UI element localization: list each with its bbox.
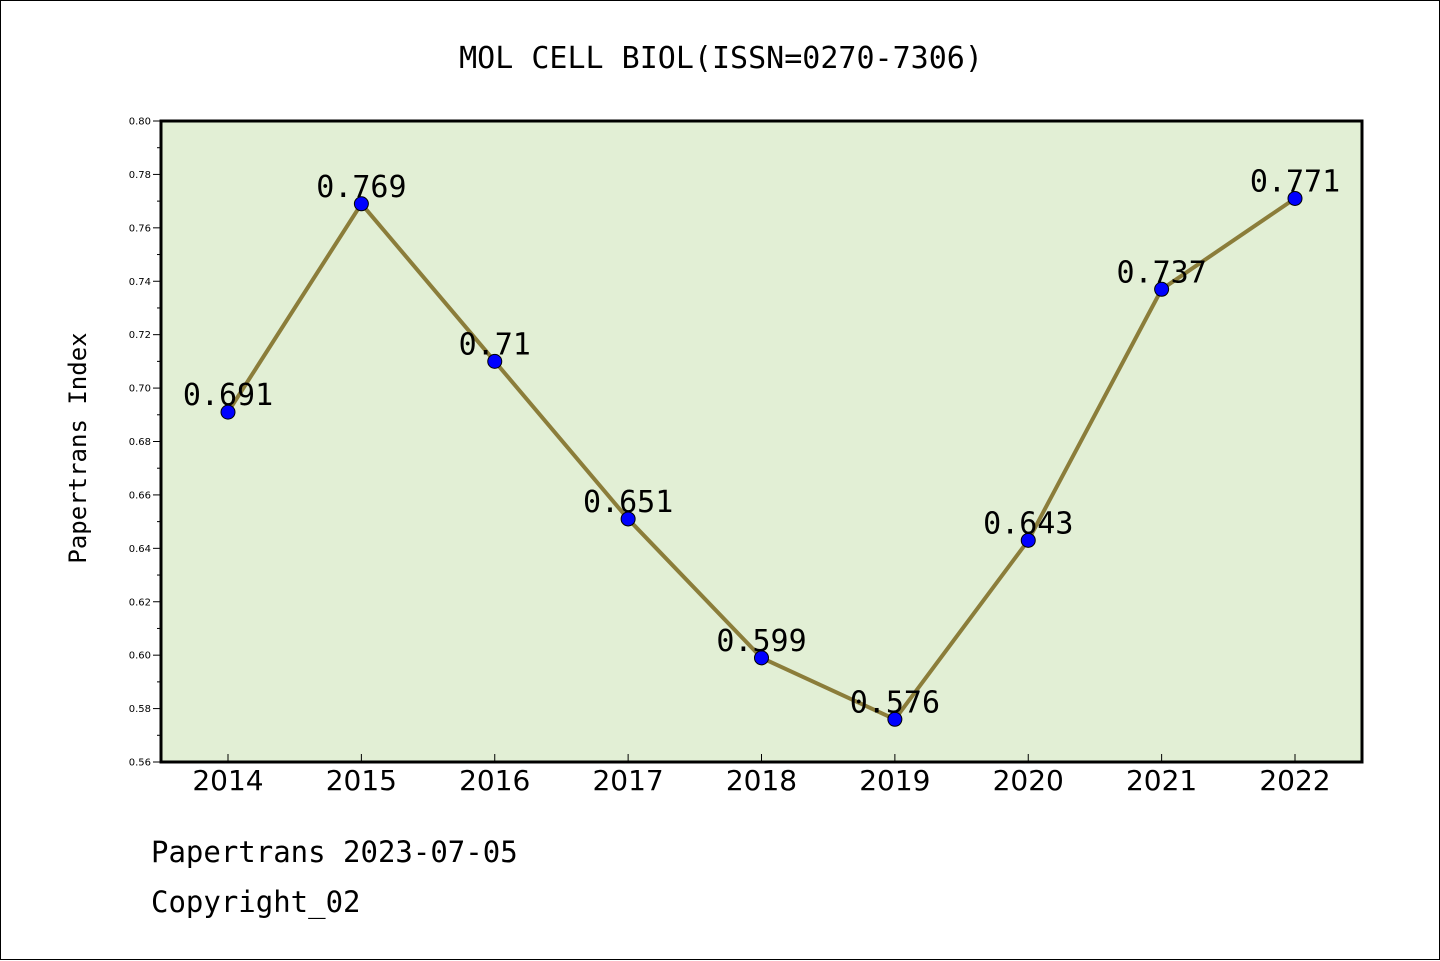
x-tick-label: 2016	[459, 764, 530, 797]
footer-date: Papertrans 2023-07-05	[151, 835, 518, 869]
x-tick-label: 2019	[859, 764, 930, 797]
y-axis-ticks: 0.56 0.58 0.60 0.62 0.64 0.66 0.68 0.70 0.72 0.74…	[129, 117, 161, 769]
x-tick-label: 2022	[1259, 764, 1330, 797]
x-tick-label: 2020	[993, 764, 1064, 797]
x-tick-label: 2015	[326, 764, 397, 797]
y-tick-label: 0.78	[129, 170, 151, 181]
data-point	[220, 404, 236, 420]
data-point	[487, 353, 503, 369]
y-tick-label: 0.70	[129, 384, 151, 395]
plot-border	[159, 119, 1364, 764]
x-tick-label: 2018	[726, 764, 797, 797]
data-point	[1154, 281, 1170, 297]
data-point	[887, 711, 903, 727]
data-point	[1287, 190, 1303, 206]
data-label: 0.576	[850, 685, 940, 720]
y-tick-label: 0.68	[129, 437, 151, 448]
y-tick-label: 0.58	[129, 704, 151, 715]
plot-area	[161, 121, 1362, 762]
chart-title: MOL CELL BIOL(ISSN=0270-7306)	[459, 41, 983, 76]
data-point	[1020, 532, 1036, 548]
data-label: 0.71	[459, 327, 531, 362]
y-axis-label: Papertrans Index	[64, 332, 92, 563]
data-label: 0.691	[183, 378, 273, 413]
data-label: 0.737	[1116, 255, 1206, 290]
data-label: 0.771	[1250, 164, 1340, 199]
y-tick-label: 0.66	[129, 490, 151, 501]
data-point	[754, 650, 769, 666]
y-tick-label: 0.62	[129, 597, 151, 608]
footer-copyright: Copyright_02	[151, 885, 361, 919]
y-tick-label: 0.72	[129, 330, 151, 341]
data-point	[353, 196, 369, 212]
data-point	[620, 511, 636, 527]
y-tick-label: 0.56	[129, 758, 151, 769]
data-labels: 0.691 0.769 0.71 0.651 0.599 0.576 0.643 0.737 0…	[183, 164, 1340, 720]
y-tick-label: 0.80	[129, 117, 151, 128]
x-tick-label: 2017	[592, 764, 663, 797]
y-tick-label: 0.76	[129, 223, 151, 234]
x-tick-label: 2021	[1126, 764, 1197, 797]
data-label: 0.769	[316, 170, 406, 205]
data-label: 0.599	[716, 624, 806, 659]
data-markers	[220, 190, 1303, 727]
y-tick-label: 0.74	[129, 277, 151, 288]
x-axis-ticks: 2014 2015 2016 2017 2018 2019 2020 2021 2022	[192, 754, 1331, 797]
data-label: 0.651	[583, 485, 673, 520]
x-tick-label: 2014	[192, 764, 263, 797]
data-label: 0.643	[983, 506, 1073, 541]
y-tick-label: 0.60	[129, 651, 151, 662]
y-tick-label: 0.64	[129, 544, 151, 555]
